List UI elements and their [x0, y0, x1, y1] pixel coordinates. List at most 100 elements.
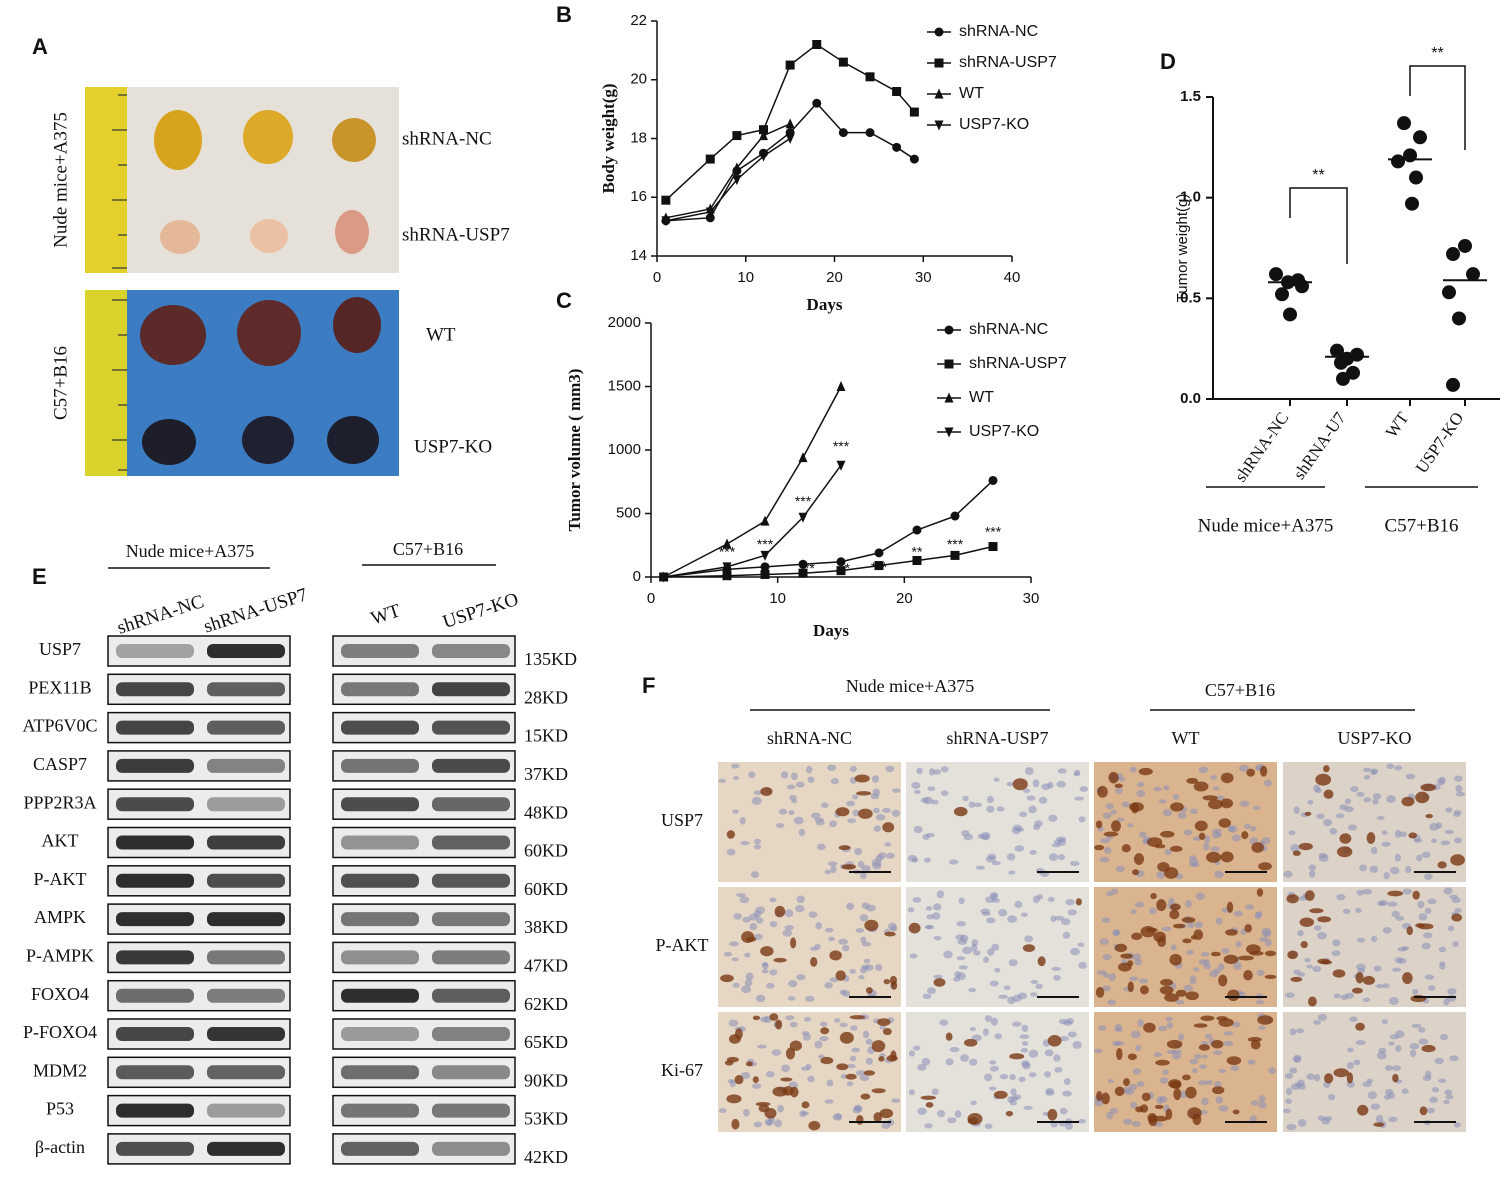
nucleus [1023, 788, 1031, 794]
nucleus [1189, 1058, 1199, 1065]
nucleus [1019, 1034, 1030, 1039]
nucleus [1162, 1069, 1169, 1076]
blot-band [341, 912, 419, 927]
nucleus [1038, 796, 1048, 804]
x-tick-label: 20 [896, 590, 913, 607]
stain [820, 1056, 834, 1065]
nucleus [1333, 993, 1341, 999]
nucleus [927, 786, 936, 792]
stain [864, 919, 879, 932]
stain [760, 946, 774, 957]
nucleus [865, 1057, 873, 1065]
nucleus [1443, 1099, 1450, 1105]
nucleus [957, 939, 968, 945]
nucleus [1185, 899, 1192, 908]
nucleus [1373, 965, 1382, 972]
stain [1315, 773, 1332, 786]
stain [1392, 1073, 1399, 1083]
nucleus [1313, 784, 1321, 793]
nucleus [1067, 909, 1077, 916]
nucleus [1288, 830, 1296, 836]
nucleus [791, 799, 798, 804]
size-label: 53KD [524, 1109, 568, 1129]
stain [1185, 991, 1199, 1001]
stain [820, 1027, 830, 1035]
size-label: 37KD [524, 764, 568, 784]
marker [909, 107, 919, 117]
nucleus [1077, 942, 1085, 947]
stain [1220, 798, 1234, 809]
nucleus [956, 956, 966, 961]
nucleus [1032, 779, 1040, 788]
nucleus [1452, 940, 1459, 948]
nucleus [834, 1018, 841, 1023]
nucleus [1263, 779, 1272, 787]
nucleus [744, 952, 751, 958]
nucleus [741, 985, 751, 994]
legend-label: WT [959, 85, 984, 102]
nucleus [958, 965, 968, 970]
nucleus [1332, 939, 1341, 947]
nucleus [940, 766, 949, 773]
nucleus [1355, 907, 1362, 913]
nucleus [1290, 844, 1301, 853]
panel-letter: D [1160, 49, 1176, 74]
nucleus [1195, 892, 1205, 901]
nucleus [769, 969, 778, 976]
nucleus [986, 795, 994, 804]
stain [731, 1118, 740, 1130]
stain [1355, 1022, 1365, 1031]
stain [882, 822, 895, 833]
blot-band [341, 835, 419, 850]
nucleus [1183, 829, 1193, 836]
nucleus [977, 833, 984, 839]
annotation: *** [947, 536, 964, 552]
stain [1159, 985, 1174, 995]
y-axis-title: Body weight(g) [599, 83, 618, 193]
nucleus [821, 802, 829, 809]
nucleus [888, 922, 897, 931]
y-tick-label: 1000 [608, 441, 641, 458]
stain [1114, 1086, 1125, 1097]
nucleus [1388, 997, 1399, 1005]
nucleus [1198, 1080, 1208, 1086]
nucleus [753, 1121, 763, 1128]
marker [732, 162, 742, 173]
marker [732, 131, 742, 141]
nucleus [1349, 1016, 1358, 1022]
nucleus [984, 1123, 993, 1130]
nucleus [1384, 1089, 1394, 1095]
nucleus [1432, 1087, 1439, 1093]
group-label: C57+B16 [393, 539, 463, 559]
nucleus [814, 943, 821, 951]
nucleus [804, 995, 815, 1002]
nucleus [728, 941, 739, 947]
nucleus [1213, 786, 1220, 791]
data-point [1409, 170, 1423, 185]
nucleus [875, 814, 886, 821]
nucleus [1381, 841, 1391, 847]
nucleus [1306, 964, 1313, 969]
stain [1401, 796, 1415, 807]
stain [1103, 831, 1119, 837]
stain [1022, 944, 1036, 952]
nucleus [1268, 1067, 1276, 1074]
nucleus [815, 922, 823, 930]
stain [789, 1040, 802, 1051]
nucleus [1158, 1025, 1168, 1032]
nucleus [749, 913, 759, 921]
nucleus [1443, 887, 1453, 895]
nucleus [1293, 806, 1300, 814]
nucleus [1021, 1024, 1029, 1033]
nucleus [824, 927, 834, 933]
nucleus [1217, 963, 1225, 971]
nucleus [923, 857, 931, 863]
nucleus [1189, 808, 1198, 815]
nucleus [949, 1046, 960, 1053]
nucleus [884, 842, 892, 847]
stain [1121, 844, 1131, 853]
protein-label: USP7 [39, 639, 81, 659]
nucleus [1230, 1065, 1240, 1072]
stain [1251, 842, 1264, 853]
stain [1169, 903, 1181, 911]
